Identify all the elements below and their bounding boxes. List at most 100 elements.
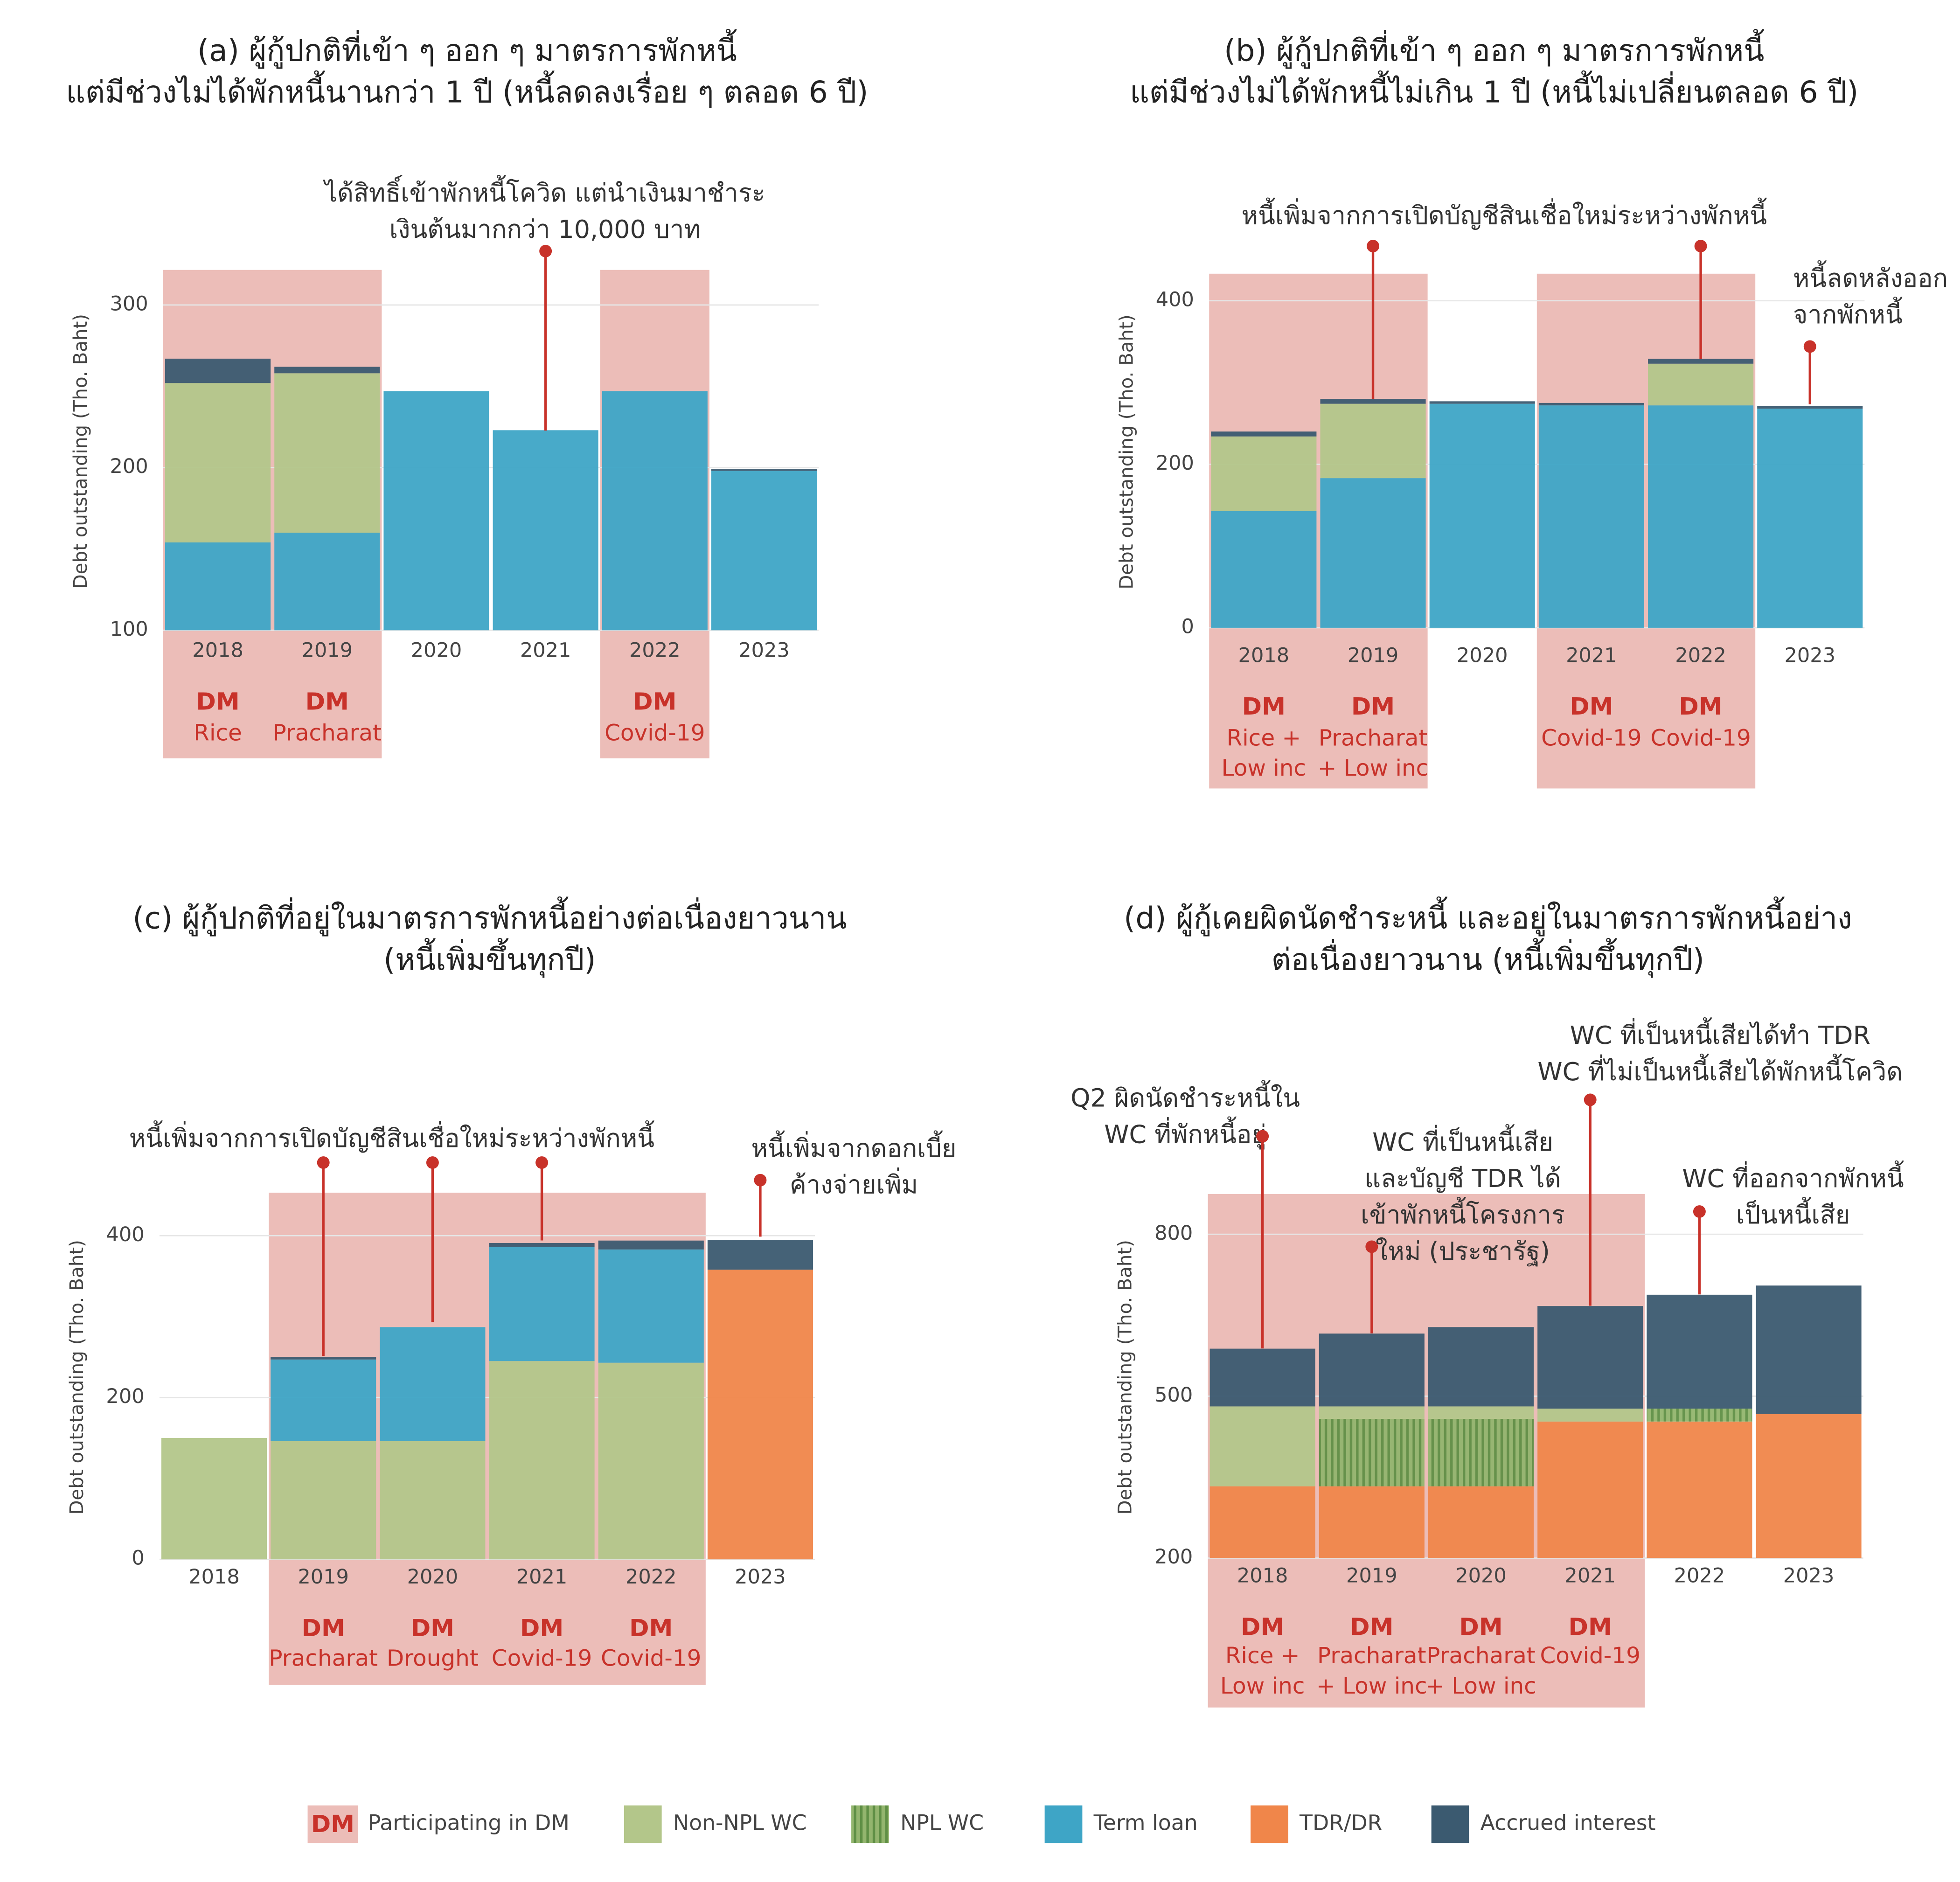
bar-segment xyxy=(271,1357,376,1360)
legend-label: Non-NPL WC xyxy=(673,1811,807,1835)
x-tick-label: 2020 xyxy=(411,639,462,662)
bar-segment xyxy=(1537,1306,1643,1409)
x-tick-label: 2021 xyxy=(1566,644,1617,667)
bar-segment xyxy=(598,1249,704,1363)
dm-program: Rice + xyxy=(1227,725,1301,751)
legend-label: TDR/DR xyxy=(1299,1811,1382,1835)
bar-segment xyxy=(271,1359,376,1441)
annotation: เป็นหนี้เสีย xyxy=(1736,1197,1850,1229)
legend-label: Participating in DM xyxy=(368,1811,570,1835)
x-tick-label: 2023 xyxy=(735,1565,786,1589)
dm-program: Rice + xyxy=(1225,1643,1300,1669)
bar-segment xyxy=(1757,409,1863,628)
bar-segment xyxy=(274,367,380,374)
chart-title: (หนี้เพิ่มขึ้นทุกปี) xyxy=(383,938,596,978)
bar-segment xyxy=(1537,1409,1643,1422)
x-tick-label: 2020 xyxy=(407,1565,459,1589)
dm-tag: DM xyxy=(411,1615,454,1642)
bar-segment xyxy=(165,383,271,542)
legend-swatch xyxy=(851,1805,889,1843)
dm-program: Covid-19 xyxy=(1541,725,1641,751)
annotation: WC ที่เป็นหนี้เสีย xyxy=(1372,1124,1553,1157)
bar-segment xyxy=(165,358,271,383)
dm-tag: DM xyxy=(1569,1613,1612,1641)
annotation: ค้างจ่ายเพิ่ม xyxy=(790,1167,918,1199)
annotation: และบัญชี TDR ได้ xyxy=(1364,1164,1561,1193)
annotation: WC ที่ออกจากพักหนี้ xyxy=(1682,1160,1904,1193)
dm-program: + Low inc xyxy=(1318,755,1429,781)
bar-segment xyxy=(1538,405,1644,628)
bar-segment xyxy=(1429,401,1535,404)
annotation: หนี้เพิ่มจากการเปิดบัญชีสินเชื่อใหม่ระหว… xyxy=(129,1120,654,1153)
bar-segment xyxy=(489,1243,595,1247)
y-tick-label: 100 xyxy=(110,618,148,641)
annotation-dot xyxy=(1694,240,1707,253)
x-tick-label: 2018 xyxy=(192,639,243,662)
x-tick-label: 2019 xyxy=(298,1565,349,1589)
annotation: ได้สิทธิ์เข้าพักหนี้โควิด แต่นำเงินมาชำร… xyxy=(323,174,765,208)
dm-program: Covid-19 xyxy=(1540,1643,1640,1669)
x-tick-label: 2018 xyxy=(188,1565,240,1589)
chart-title: ต่อเนื่องยาวนาน (หนี้เพิ่มขึ้นทุกปี) xyxy=(1272,938,1704,978)
y-axis-label: Debt outstanding (Tho. Baht) xyxy=(70,314,91,589)
y-axis-label: Debt outstanding (Tho. Baht) xyxy=(1114,1240,1136,1514)
chart-title: (c) ผู้กู้ปกติที่อยู่ในมาตรการพักหนี้อย่… xyxy=(132,896,847,937)
dm-program: Covid-19 xyxy=(605,720,705,746)
annotation: เข้าพักหนี้โครงการ xyxy=(1361,1197,1565,1229)
legend-label: NPL WC xyxy=(900,1811,984,1835)
panel: (c) ผู้กู้ปกติที่อยู่ในมาตรการพักหนี้อย่… xyxy=(66,896,956,1685)
x-tick-label: 2022 xyxy=(1674,1564,1725,1587)
annotation: Q2 ผิดนัดชำระหนี้ใน xyxy=(1070,1080,1300,1113)
x-tick-label: 2023 xyxy=(738,639,790,662)
bar-segment xyxy=(1537,1421,1643,1558)
dm-tag: DM xyxy=(196,688,239,715)
annotation-dot xyxy=(426,1156,439,1169)
x-tick-label: 2021 xyxy=(1564,1564,1616,1587)
x-tick-label: 2021 xyxy=(516,1565,568,1589)
bar-segment xyxy=(1648,363,1754,406)
dm-tag: DM xyxy=(302,1615,345,1642)
legend-label: Term loan xyxy=(1093,1811,1198,1835)
y-axis-label: Debt outstanding (Tho. Baht) xyxy=(66,1240,88,1514)
dm-tag: DM xyxy=(1679,693,1722,721)
y-tick-label: 400 xyxy=(1156,288,1194,311)
dm-tag: DM xyxy=(629,1615,673,1642)
bar-segment xyxy=(598,1240,704,1250)
annotation-dot xyxy=(1693,1205,1706,1218)
y-tick-label: 500 xyxy=(1154,1383,1193,1407)
y-tick-label: 300 xyxy=(110,292,148,315)
bar-segment xyxy=(1211,511,1317,628)
bar-segment xyxy=(1647,1294,1752,1409)
y-tick-label: 200 xyxy=(106,1385,144,1408)
dm-program: Low inc xyxy=(1222,755,1307,781)
annotation: จากพักหนี้ xyxy=(1793,297,1903,329)
bar-segment xyxy=(707,1270,813,1560)
dm-tag: DM xyxy=(633,688,676,715)
x-tick-label: 2023 xyxy=(1784,644,1835,667)
legend-swatch xyxy=(624,1805,662,1843)
dm-program: Pracharat xyxy=(1319,725,1428,751)
x-tick-label: 2022 xyxy=(626,1565,677,1589)
bar-segment xyxy=(1756,1285,1862,1414)
dm-tag: DM xyxy=(1241,1613,1284,1641)
chart-title: แต่มีช่วงไม่ได้พักหนี้ไม่เกิน 1 ปี (หนี้… xyxy=(1130,70,1858,110)
bar-segment xyxy=(1648,405,1754,628)
x-tick-label: 2022 xyxy=(629,639,681,662)
legend-dm-box xyxy=(307,1805,358,1843)
x-tick-label: 2019 xyxy=(1348,644,1399,667)
bar-segment xyxy=(274,373,380,533)
chart-title: (b) ผู้กู้ปกติที่เข้า ๆ ออก ๆ มาตรการพัก… xyxy=(1224,29,1765,69)
bar-segment xyxy=(602,391,708,631)
panel: (d) ผู้กู้เคยผิดนัดชำระหนี้ และอยู่ในมาต… xyxy=(1070,896,1904,1708)
bar-segment xyxy=(1647,1421,1752,1558)
x-tick-label: 2018 xyxy=(1238,644,1290,667)
bar-segment xyxy=(161,1438,267,1560)
bar-segment xyxy=(165,542,271,631)
x-tick-label: 2018 xyxy=(1237,1564,1288,1587)
bar-segment xyxy=(1319,1406,1425,1419)
annotation: WC ที่พักหนี้อยู่ xyxy=(1104,1117,1266,1150)
bar-segment xyxy=(274,533,380,631)
panel: (b) ผู้กู้ปกติที่เข้า ๆ ออก ๆ มาตรการพัก… xyxy=(1115,29,1948,789)
y-tick-label: 200 xyxy=(1156,451,1194,475)
